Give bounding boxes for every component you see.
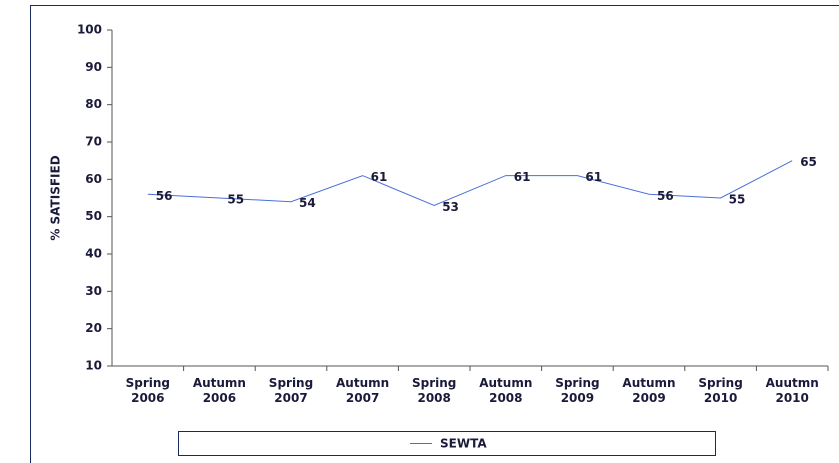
data-label: 61 [585,170,602,184]
legend-box [178,431,716,456]
y-tick-label: 10 [85,359,102,373]
y-tick-label: 20 [85,321,102,335]
x-tick-label: Spring 2009 [555,376,600,405]
y-tick-label: 80 [85,97,102,111]
y-tick-label: 50 [85,209,102,223]
x-tick-label: Autumn 2008 [479,376,533,405]
y-tick-label: 90 [85,60,102,74]
data-label: 54 [299,196,316,210]
data-label: 61 [371,170,388,184]
data-label: 65 [800,155,817,169]
series-line [147,160,793,207]
x-tick-label: Spring 2007 [268,376,314,405]
y-tick-label: 100 [77,23,102,37]
y-tick-label: 70 [85,135,102,149]
data-label: 55 [227,193,244,207]
x-tick-label: Spring 2010 [698,376,743,405]
data-label: 61 [514,170,531,184]
y-tick-label: 40 [85,247,102,261]
x-tick-label: Autumn 2007 [336,376,390,405]
data-label: 56 [657,189,674,203]
legend-label: SEWTA [440,437,487,451]
chart-frame [30,5,839,463]
data-label: 56 [156,189,173,203]
x-tick-label: Spring 2006 [125,376,170,405]
x-tick-label: Autumn 2006 [192,376,246,405]
y-axis-title: % SATISFIED [49,155,63,240]
y-tick-label: 60 [85,172,102,186]
data-label: 53 [442,200,459,214]
x-tick-label: Autumn 2009 [622,376,676,405]
y-tick-label: 30 [85,284,102,298]
x-tick-label: Auutmn 2010 [765,376,819,405]
data-label: 55 [729,193,746,207]
x-tick-label: Spring 2008 [411,376,457,405]
